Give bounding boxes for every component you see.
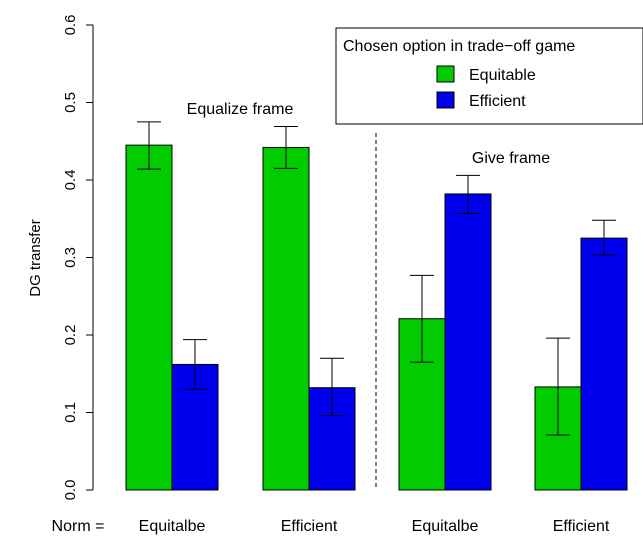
category-label-2: Equitalbe — [412, 518, 479, 535]
y-tick-label: 0.2 — [62, 325, 79, 346]
legend-entry-efficient: Efficient — [469, 93, 526, 110]
y-tick-label: 0.6 — [62, 15, 79, 36]
legend-title: Chosen option in trade−off game — [343, 38, 575, 55]
bar-equitable-0 — [125, 144, 173, 491]
y-tick-label: 0.5 — [62, 92, 79, 113]
y-tick-label: 0.3 — [62, 247, 79, 268]
bar-efficient-3 — [580, 237, 628, 491]
error-bars — [137, 121, 616, 436]
frame-label-give: Give frame — [472, 150, 550, 167]
y-tick-label: 0.4 — [62, 170, 79, 191]
category-prefix: Norm = — [52, 518, 105, 535]
category-labels: Equitalbe Efficient Equitalbe Efficient — [139, 518, 610, 535]
category-label-0: Equitalbe — [139, 518, 206, 535]
legend-swatch-efficient — [436, 91, 455, 109]
legend-box — [335, 27, 643, 125]
y-axis-label: DG transfer — [27, 219, 44, 297]
frame-label-equalize: Equalize frame — [187, 101, 294, 118]
legend: Chosen option in trade−off game Equitabl… — [335, 27, 643, 125]
y-axis: 0.0 0.1 0.2 0.3 0.4 0.5 0.6 — [62, 15, 94, 501]
category-label-3: Efficient — [553, 518, 610, 535]
bar-efficient-2 — [444, 193, 492, 491]
legend-entry-equitable: Equitable — [469, 67, 536, 84]
bar-equitable-1 — [262, 146, 310, 491]
category-label-1: Efficient — [281, 518, 338, 535]
bars — [125, 144, 628, 491]
y-tick-label: 0.1 — [62, 402, 79, 423]
legend-swatch-equitable — [436, 65, 455, 83]
y-tick-label: 0.0 — [62, 480, 79, 501]
